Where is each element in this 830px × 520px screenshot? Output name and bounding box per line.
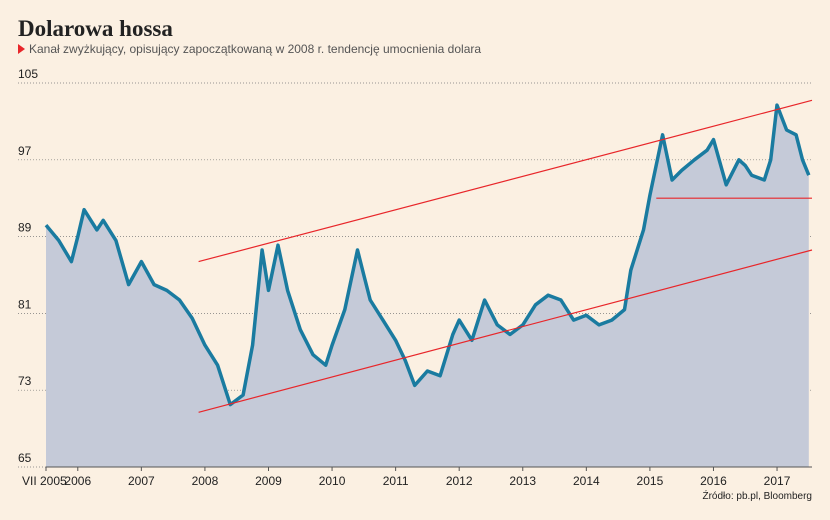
- chart-subtitle: Kanał zwyżkujący, opisujący zapoczątkowa…: [29, 42, 481, 56]
- x-tick-label: 2009: [255, 474, 282, 488]
- chart-title: Dolarowa hossa: [18, 16, 173, 41]
- y-tick-label: 97: [18, 144, 32, 158]
- x-tick-label: 2010: [319, 474, 346, 488]
- x-tick-label: 2006: [64, 474, 91, 488]
- x-tick-label: 2012: [446, 474, 473, 488]
- x-tick-label: 2015: [637, 474, 664, 488]
- x-tick-label: 2008: [192, 474, 219, 488]
- line: [44, 103, 811, 407]
- x-tick-label: 2013: [509, 474, 536, 488]
- trend-line: [198, 99, 813, 263]
- subtitle-marker: [18, 44, 25, 54]
- x-tick-label: 2016: [700, 474, 727, 488]
- x-tick-label: 2011: [383, 474, 409, 488]
- source: Źródło: pb.pl, Bloomberg: [702, 489, 812, 502]
- y-tick-label: 73: [18, 374, 32, 388]
- x-tick-label: 2017: [764, 474, 791, 488]
- x-tick-label: VII 2005: [22, 474, 67, 488]
- y-tick-label: 65: [18, 451, 32, 465]
- x-tick-label: 2007: [128, 474, 155, 488]
- y-tick-label: 105: [18, 67, 38, 81]
- y-tick-label: 81: [18, 297, 32, 311]
- y-tick-label: 89: [18, 221, 32, 235]
- trend-line: [198, 249, 813, 413]
- x-tick-label: 2014: [573, 474, 600, 488]
- area: [46, 105, 809, 467]
